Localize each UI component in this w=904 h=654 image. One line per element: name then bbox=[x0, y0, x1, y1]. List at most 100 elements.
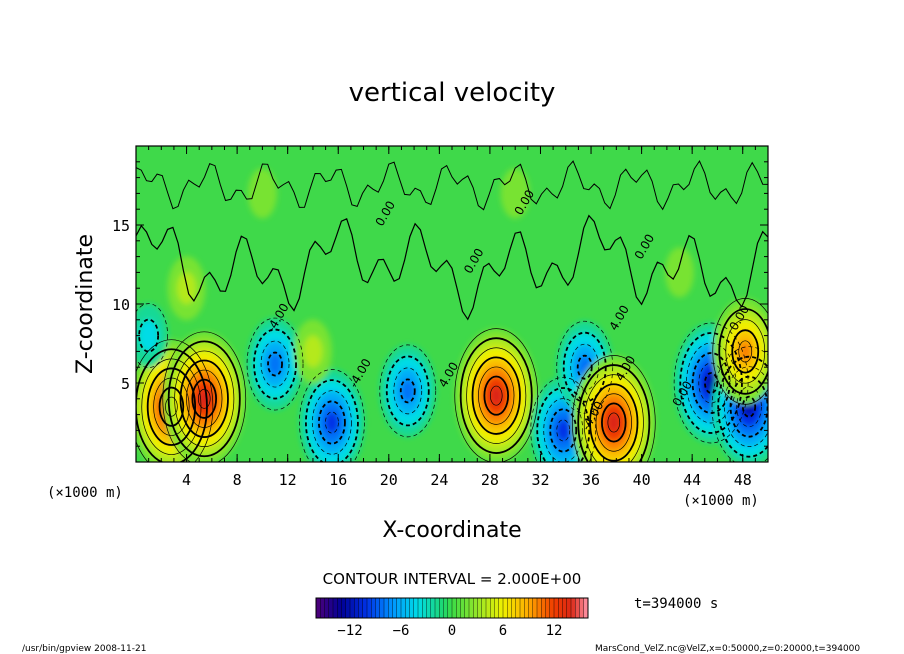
colorbar-swatch bbox=[460, 598, 466, 618]
heatmap-cell bbox=[293, 319, 332, 384]
colorbar-swatch bbox=[469, 598, 474, 618]
colorbar-swatch bbox=[362, 598, 368, 618]
x-tick-label: 4 bbox=[182, 471, 191, 489]
colorbar-swatch bbox=[320, 598, 325, 618]
colorbar-swatch bbox=[328, 598, 334, 618]
footer-left: /usr/bin/gpview 2008-11-21 bbox=[22, 644, 146, 654]
colorbar-swatch bbox=[345, 598, 351, 618]
colorbar-swatch bbox=[452, 598, 457, 618]
contour-line bbox=[136, 303, 168, 368]
heatmap-blob-layer bbox=[303, 335, 323, 368]
contour-line bbox=[556, 419, 571, 442]
heatmap-cell bbox=[500, 168, 530, 219]
x-tick-label: 28 bbox=[481, 471, 499, 489]
contour-line bbox=[186, 369, 223, 428]
heatmap-cell bbox=[665, 247, 695, 298]
contour-line bbox=[393, 367, 423, 415]
contour-line bbox=[717, 355, 768, 458]
colorbar-swatch bbox=[464, 598, 470, 618]
colorbar-tick-label: 12 bbox=[546, 623, 563, 639]
contour-line bbox=[741, 395, 757, 418]
contour-line bbox=[267, 351, 283, 377]
colorbar-swatch bbox=[515, 598, 521, 618]
colorbar-swatch bbox=[549, 598, 555, 618]
contour-line bbox=[686, 342, 737, 424]
contour-line bbox=[459, 337, 533, 454]
y-tick-label: 5 bbox=[121, 375, 130, 393]
contour-line bbox=[738, 340, 753, 363]
colorbar-swatch bbox=[537, 598, 542, 618]
colorbar-swatch bbox=[426, 598, 432, 618]
colorbar-swatch bbox=[401, 598, 406, 618]
contour-line bbox=[318, 400, 346, 445]
contour-line bbox=[162, 331, 247, 462]
colorbar-swatch bbox=[490, 598, 495, 618]
contour-line bbox=[536, 387, 591, 462]
colorbar-swatch bbox=[396, 598, 402, 618]
colorbar-swatch bbox=[545, 598, 551, 618]
y-axis-label: Z-coordinate bbox=[73, 234, 98, 374]
colorbar-swatch bbox=[388, 598, 393, 618]
contour-line bbox=[704, 372, 719, 394]
x-tick-label: 24 bbox=[430, 471, 448, 489]
contour-line bbox=[607, 412, 621, 433]
colorbar-swatch bbox=[583, 598, 589, 618]
contour-line bbox=[167, 340, 241, 458]
colorbar-swatch bbox=[566, 598, 572, 618]
colorbar-swatch bbox=[337, 598, 342, 618]
colorbar-swatch bbox=[409, 598, 415, 618]
contour-line bbox=[583, 374, 644, 462]
contour-line bbox=[489, 385, 503, 406]
x-tick-label: 36 bbox=[582, 471, 600, 489]
colorbar-swatch bbox=[358, 598, 364, 618]
heatmap-blob-layer bbox=[139, 319, 159, 352]
heatmap-cell bbox=[712, 298, 768, 405]
contour-interval-text: CONTOUR INTERVAL = 2.000E+00 bbox=[323, 570, 582, 588]
contour-line bbox=[549, 408, 578, 453]
contour-line bbox=[253, 328, 297, 400]
y-tick-label: 15 bbox=[112, 217, 130, 235]
contour-line bbox=[543, 398, 584, 462]
zero-contour bbox=[136, 214, 768, 321]
contour-line bbox=[385, 355, 430, 427]
colorbar-swatch bbox=[456, 598, 461, 618]
x-tick-label: 32 bbox=[531, 471, 549, 489]
contour-line bbox=[698, 362, 724, 404]
colorbar-swatch bbox=[316, 598, 321, 618]
contour-line bbox=[197, 388, 211, 409]
colorbar-frame bbox=[315, 597, 589, 619]
contour-line bbox=[731, 329, 760, 374]
heatmap-blob-layer bbox=[268, 352, 283, 376]
colorbar-swatch bbox=[579, 598, 585, 618]
colorbar-swatch bbox=[486, 598, 491, 618]
colorbar-swatch bbox=[375, 598, 381, 618]
contour-line bbox=[191, 378, 218, 419]
contour-line bbox=[601, 402, 627, 443]
footer-right: MarsCond_VelZ.nc@VelZ,x=0:50000,z=0:2000… bbox=[595, 644, 860, 654]
colorbar-swatch bbox=[554, 598, 559, 618]
contour-line bbox=[691, 352, 731, 414]
heatmap-blob-layer bbox=[490, 386, 503, 406]
colorbar-swatch bbox=[418, 598, 423, 618]
contour-line bbox=[577, 364, 651, 462]
colorbar-tick-label: 0 bbox=[448, 623, 456, 639]
contour-line bbox=[325, 411, 339, 434]
colorbar-swatch bbox=[571, 598, 576, 618]
time-text: t=394000 s bbox=[634, 596, 718, 612]
colorbar-swatch bbox=[511, 598, 517, 618]
colorbar-swatch bbox=[473, 598, 478, 618]
x-unit-right: (×1000 m) bbox=[683, 493, 759, 509]
colorbar-tick-label: −12 bbox=[337, 623, 362, 639]
colorbar-swatch bbox=[562, 598, 568, 618]
heatmap-cell bbox=[572, 355, 656, 462]
colorbar-swatch bbox=[477, 598, 483, 618]
contour-line bbox=[299, 369, 365, 462]
colorbar-swatch bbox=[392, 598, 398, 618]
contour-line bbox=[471, 356, 521, 435]
x-tick-label: 44 bbox=[683, 471, 701, 489]
colorbar-swatch bbox=[524, 598, 529, 618]
colorbar-swatch bbox=[379, 598, 385, 618]
heatmap-area: 0.000.00 0.004.00-4.004.00-4.004.000.000.… bbox=[136, 146, 768, 462]
contour-line bbox=[571, 355, 656, 462]
